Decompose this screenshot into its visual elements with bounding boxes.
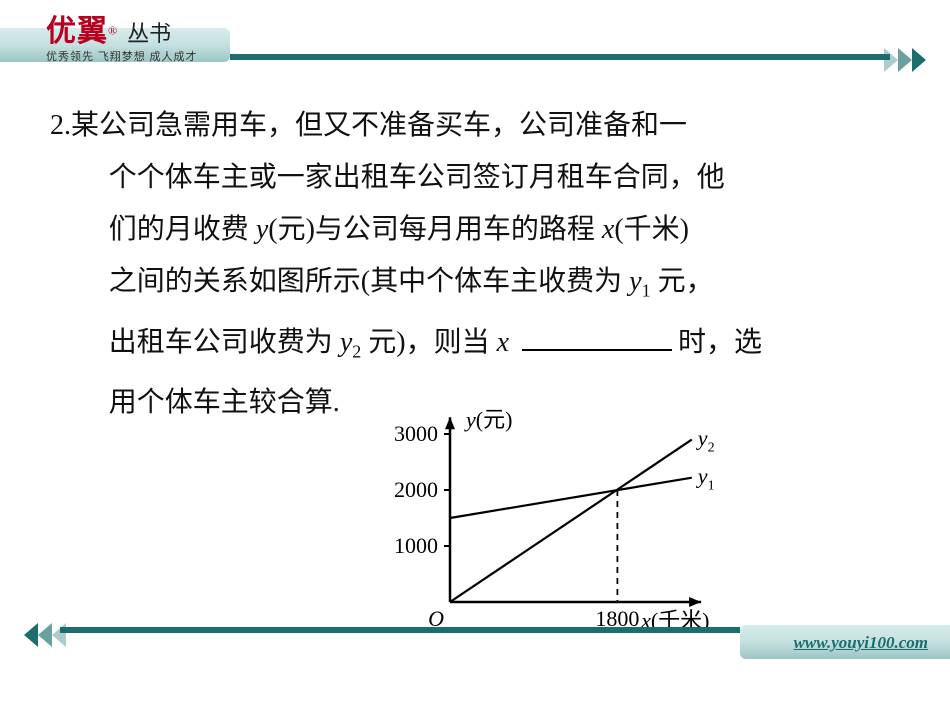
var-x: x (602, 214, 614, 245)
svg-text:y2: y2 (696, 426, 715, 456)
line-4b: 元， (651, 266, 714, 297)
line-5b: 元)，则当 (361, 327, 496, 358)
cost-chart: 100020003000O1800y2y1y(元)x(千米) (350, 402, 750, 652)
answer-blank (522, 349, 672, 351)
line-1: 某公司急需用车，但又不准备买车，公司准备和一 (71, 110, 687, 141)
footer-bar: www.youyi100.com (0, 625, 950, 659)
brand-logo: 优翼® 丛书 优秀领先 飞翔梦想 成人成才 (46, 6, 198, 64)
svg-text:y(元): y(元) (464, 407, 512, 432)
problem-number: 2. (50, 110, 71, 141)
chart-svg: 100020003000O1800y2y1y(元)x(千米) (350, 402, 750, 652)
line-3a: 们的月收费 (109, 214, 256, 245)
svg-text:2000: 2000 (394, 477, 438, 502)
brand-motto: 优秀领先 飞翔梦想 成人成才 (46, 48, 198, 64)
arrows-left-icon (14, 623, 66, 647)
problem-text: 2.某公司急需用车，但又不准备买车，公司准备和一 个个体车主或一家出租车公司签订… (50, 100, 910, 429)
arrows-right-icon (884, 48, 936, 72)
svg-text:3000: 3000 (394, 421, 438, 446)
footer-url: www.youyi100.com (794, 633, 928, 653)
svg-text:1000: 1000 (394, 533, 438, 558)
line-5c: 时，选 (678, 327, 762, 358)
brand-sub: 丛书 (127, 21, 171, 46)
footer-rule (60, 627, 740, 633)
var-x-blank: x (497, 327, 509, 358)
line-6: 用个体车主较合算. (109, 387, 340, 418)
var-y: y (256, 214, 268, 245)
registered-mark: ® (108, 24, 117, 38)
line-3c: (千米) (614, 214, 689, 245)
svg-text:y1: y1 (696, 464, 715, 494)
var-y1: y1 (629, 266, 650, 297)
line-4a: 之间的关系如图所示(其中个体车主收费为 (109, 266, 629, 297)
var-y2: y2 (340, 327, 361, 358)
line-3b: (元)与公司每月用车的路程 (268, 214, 602, 245)
line-2: 个个体车主或一家出租车公司签订月租车合同，他 (109, 162, 725, 193)
line-5a: 出租车公司收费为 (109, 327, 340, 358)
brand-name: 优翼 (46, 6, 108, 50)
header-rule (230, 54, 890, 60)
